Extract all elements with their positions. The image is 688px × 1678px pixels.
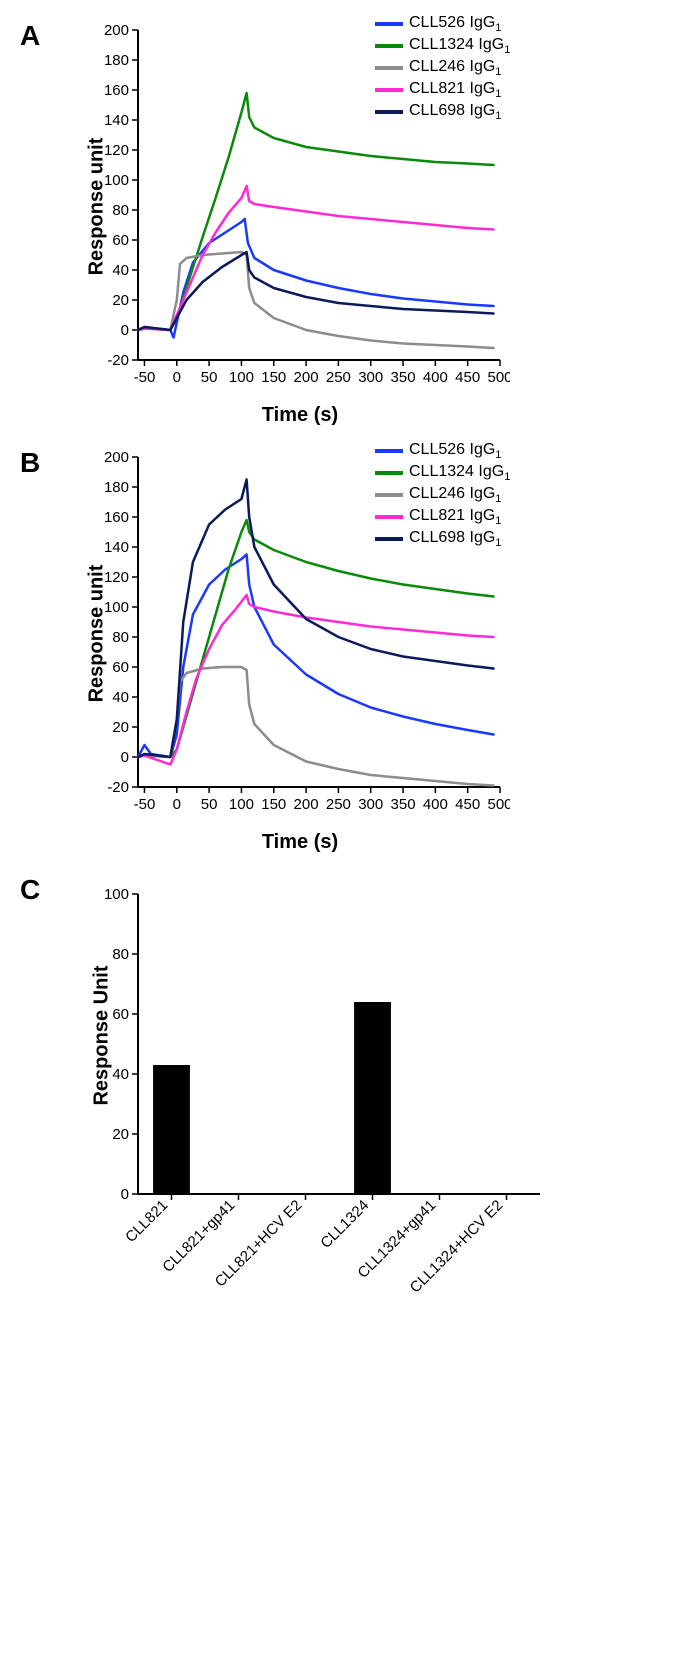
svg-text:20: 20 [112, 719, 129, 736]
legend-swatch [375, 471, 403, 475]
svg-text:140: 140 [104, 112, 129, 129]
svg-text:60: 60 [112, 659, 129, 676]
svg-text:180: 180 [104, 479, 129, 496]
svg-text:-20: -20 [107, 779, 129, 796]
svg-text:50: 50 [201, 369, 218, 386]
chart-c-svg: 020406080100CLL821CLL821+gp41CLL821+HCV … [90, 874, 550, 1344]
panel-c-label: C [20, 874, 40, 906]
svg-text:450: 450 [455, 796, 480, 813]
panel-b-label: B [20, 447, 40, 479]
svg-text:-50: -50 [134, 369, 156, 386]
svg-text:100: 100 [229, 796, 254, 813]
legend-label: CLL1324 IgG1 [409, 36, 510, 56]
svg-text:150: 150 [261, 796, 286, 813]
svg-text:20: 20 [112, 292, 129, 309]
legend-swatch [375, 515, 403, 519]
panel-a: A Response unit -20020406080100120140160… [10, 20, 678, 427]
legend-swatch [375, 66, 403, 70]
svg-text:200: 200 [294, 796, 319, 813]
svg-text:200: 200 [104, 22, 129, 39]
chart-b-area: Response unit -2002040608010012014016018… [90, 447, 678, 854]
svg-text:180: 180 [104, 52, 129, 69]
legend-label: CLL821 IgG1 [409, 507, 501, 527]
chart-c-y-title: Response Unit [91, 965, 114, 1105]
svg-text:300: 300 [358, 796, 383, 813]
svg-text:CLL1324: CLL1324 [317, 1197, 372, 1252]
svg-text:50: 50 [201, 796, 218, 813]
legend-item: CLL1324 IgG1 [375, 463, 510, 483]
svg-text:400: 400 [423, 369, 448, 386]
svg-text:160: 160 [104, 82, 129, 99]
svg-text:500: 500 [487, 796, 510, 813]
svg-text:250: 250 [326, 369, 351, 386]
legend-label: CLL526 IgG1 [409, 441, 501, 461]
legend-swatch [375, 449, 403, 453]
legend-label: CLL698 IgG1 [409, 529, 501, 549]
legend-label: CLL821 IgG1 [409, 80, 501, 100]
svg-text:450: 450 [455, 369, 480, 386]
legend-item: CLL698 IgG1 [375, 529, 510, 549]
chart-b-legend: CLL526 IgG1CLL1324 IgG1CLL246 IgG1CLL821… [375, 441, 510, 551]
legend-item: CLL246 IgG1 [375, 485, 510, 505]
svg-text:400: 400 [423, 796, 448, 813]
legend-item: CLL1324 IgG1 [375, 36, 510, 56]
svg-text:80: 80 [112, 946, 129, 963]
svg-text:0: 0 [173, 369, 181, 386]
svg-text:0: 0 [173, 796, 181, 813]
svg-text:-50: -50 [134, 796, 156, 813]
chart-a-x-title: Time (s) [90, 404, 510, 427]
chart-b-x-title: Time (s) [90, 831, 510, 854]
svg-text:0: 0 [121, 749, 129, 766]
svg-text:200: 200 [294, 369, 319, 386]
legend-label: CLL698 IgG1 [409, 102, 501, 122]
chart-b-y-title: Response unit [85, 565, 108, 703]
legend-swatch [375, 110, 403, 114]
svg-text:80: 80 [112, 629, 129, 646]
svg-text:250: 250 [326, 796, 351, 813]
legend-item: CLL821 IgG1 [375, 507, 510, 527]
svg-text:100: 100 [104, 886, 129, 903]
svg-text:60: 60 [112, 232, 129, 249]
legend-label: CLL246 IgG1 [409, 58, 501, 78]
svg-text:40: 40 [112, 1066, 129, 1083]
svg-text:CLL821: CLL821 [122, 1197, 171, 1246]
legend-label: CLL246 IgG1 [409, 485, 501, 505]
svg-text:40: 40 [112, 689, 129, 706]
svg-text:0: 0 [121, 322, 129, 339]
svg-text:300: 300 [358, 369, 383, 386]
legend-item: CLL698 IgG1 [375, 102, 510, 122]
svg-text:160: 160 [104, 509, 129, 526]
svg-text:200: 200 [104, 449, 129, 466]
svg-text:350: 350 [391, 369, 416, 386]
chart-c-area: Response Unit 020406080100CLL821CLL821+g… [90, 874, 678, 1344]
chart-a-area: Response unit -2002040608010012014016018… [90, 20, 678, 427]
svg-text:150: 150 [261, 369, 286, 386]
svg-text:-20: -20 [107, 352, 129, 369]
svg-text:0: 0 [121, 1186, 129, 1203]
legend-swatch [375, 22, 403, 26]
legend-label: CLL1324 IgG1 [409, 463, 510, 483]
panel-a-label: A [20, 20, 40, 52]
legend-item: CLL526 IgG1 [375, 14, 510, 34]
legend-item: CLL526 IgG1 [375, 441, 510, 461]
svg-text:500: 500 [487, 369, 510, 386]
legend-swatch [375, 537, 403, 541]
svg-text:60: 60 [112, 1006, 129, 1023]
legend-item: CLL821 IgG1 [375, 80, 510, 100]
svg-text:100: 100 [229, 369, 254, 386]
chart-a-y-title: Response unit [85, 138, 108, 276]
svg-text:80: 80 [112, 202, 129, 219]
svg-text:20: 20 [112, 1126, 129, 1143]
legend-swatch [375, 493, 403, 497]
panel-b: B Response unit -20020406080100120140160… [10, 447, 678, 854]
svg-text:350: 350 [391, 796, 416, 813]
panel-c: C Response Unit 020406080100CLL821CLL821… [10, 874, 678, 1344]
svg-text:140: 140 [104, 539, 129, 556]
svg-text:40: 40 [112, 262, 129, 279]
legend-item: CLL246 IgG1 [375, 58, 510, 78]
chart-a-legend: CLL526 IgG1CLL1324 IgG1CLL246 IgG1CLL821… [375, 14, 510, 124]
legend-swatch [375, 44, 403, 48]
legend-label: CLL526 IgG1 [409, 14, 501, 34]
legend-swatch [375, 88, 403, 92]
